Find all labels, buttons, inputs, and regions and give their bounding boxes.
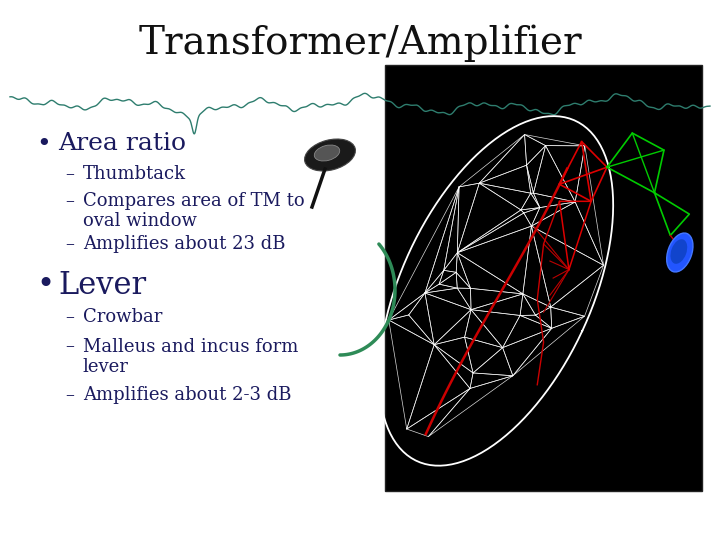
Bar — [385, 65, 702, 491]
Ellipse shape — [305, 139, 356, 171]
Text: Compares area of TM to
oval window: Compares area of TM to oval window — [83, 192, 305, 231]
Ellipse shape — [667, 233, 693, 272]
Text: –: – — [65, 235, 73, 253]
Ellipse shape — [670, 239, 687, 264]
Ellipse shape — [315, 145, 340, 161]
Text: Thumbtack: Thumbtack — [83, 165, 186, 183]
Text: –: – — [65, 192, 73, 210]
Text: Crowbar: Crowbar — [83, 308, 162, 326]
Text: –: – — [65, 165, 73, 183]
Text: •: • — [36, 270, 54, 299]
Text: –: – — [65, 386, 73, 404]
Text: –: – — [65, 308, 73, 326]
Text: Area ratio: Area ratio — [58, 132, 186, 156]
Text: Amplifies about 2-3 dB: Amplifies about 2-3 dB — [83, 386, 292, 404]
Text: –: – — [65, 338, 73, 355]
Text: Transformer/Amplifier: Transformer/Amplifier — [138, 24, 582, 62]
Text: Amplifies about 23 dB: Amplifies about 23 dB — [83, 235, 285, 253]
Text: Malleus and incus form
lever: Malleus and incus form lever — [83, 338, 298, 376]
Text: Lever: Lever — [58, 270, 146, 301]
Text: •: • — [36, 132, 50, 156]
